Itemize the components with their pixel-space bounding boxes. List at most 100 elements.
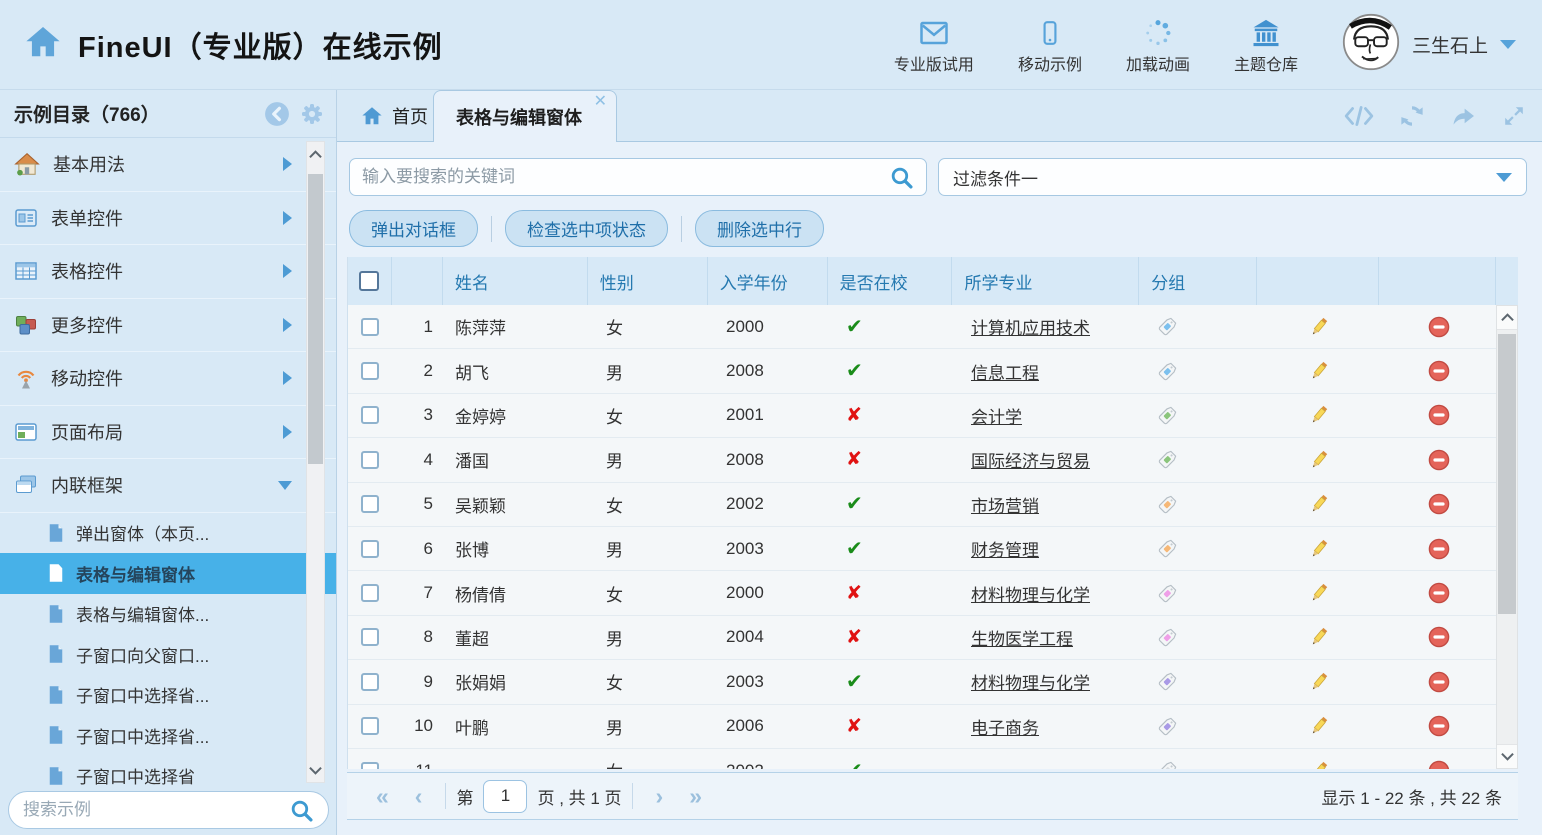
- row-checkbox[interactable]: [361, 672, 379, 691]
- major-link[interactable]: 市场营销: [971, 496, 1039, 516]
- delete-icon[interactable]: [1427, 492, 1451, 516]
- grid-scrollbar-thumb[interactable]: [1498, 334, 1516, 614]
- edit-pencil-icon[interactable]: [1307, 714, 1331, 738]
- last-page-button[interactable]: »: [689, 782, 703, 809]
- sidebar-scrollbar-thumb[interactable]: [308, 174, 323, 464]
- sidebar-sub-item[interactable]: 表格与编辑窗体...: [0, 594, 336, 635]
- grid-scrollbar[interactable]: [1496, 305, 1518, 769]
- sidebar-search-input[interactable]: [23, 800, 289, 820]
- col-enrolled[interactable]: 是否在校: [828, 257, 953, 305]
- select-all-checkbox[interactable]: [359, 271, 380, 291]
- sidebar-sub-item[interactable]: 子窗口向父窗口...: [0, 634, 336, 675]
- scroll-up-icon[interactable]: [1497, 306, 1517, 330]
- sidebar-sub-item[interactable]: 弹出窗体（本页...: [0, 513, 336, 554]
- edit-pencil-icon[interactable]: [1307, 403, 1331, 427]
- tag-icon[interactable]: [1156, 315, 1179, 338]
- tab-home[interactable]: 首页: [347, 90, 442, 142]
- user-menu[interactable]: 三生石上: [1342, 13, 1516, 76]
- row-checkbox[interactable]: [361, 406, 379, 425]
- row-checkbox[interactable]: [361, 717, 379, 736]
- refresh-icon[interactable]: [1399, 103, 1425, 129]
- edit-pencil-icon[interactable]: [1307, 492, 1331, 516]
- major-link[interactable]: 国际经济与贸易: [971, 452, 1090, 472]
- gear-icon[interactable]: [300, 102, 324, 126]
- tag-icon[interactable]: [1156, 582, 1179, 605]
- sidebar-group-item[interactable]: 基本用法: [0, 138, 336, 192]
- row-checkbox[interactable]: [361, 628, 379, 647]
- keyword-search-input[interactable]: [362, 167, 889, 187]
- row-checkbox[interactable]: [361, 317, 379, 336]
- scroll-down-icon[interactable]: [307, 760, 324, 780]
- tag-icon[interactable]: [1156, 670, 1179, 693]
- view-source-icon[interactable]: [1344, 105, 1374, 127]
- delete-icon[interactable]: [1427, 403, 1451, 427]
- major-link[interactable]: 会计学: [971, 407, 1022, 427]
- prev-page-button[interactable]: ‹: [414, 782, 423, 809]
- tab-active[interactable]: 表格与编辑窗体 ✕: [433, 90, 617, 143]
- search-icon[interactable]: [889, 165, 914, 190]
- sidebar-group-item[interactable]: 页面布局: [0, 406, 336, 459]
- major-link[interactable]: 信息工程: [971, 363, 1039, 383]
- filter-dropdown[interactable]: 过滤条件一: [938, 158, 1527, 196]
- delete-icon[interactable]: [1427, 714, 1451, 738]
- col-year[interactable]: 入学年份: [708, 257, 828, 305]
- delete-icon[interactable]: [1427, 448, 1451, 472]
- sidebar-collapse-icon[interactable]: [264, 101, 290, 127]
- scroll-up-icon[interactable]: [307, 144, 324, 164]
- toolbar-button[interactable]: 弹出对话框: [349, 210, 478, 247]
- major-link[interactable]: 生物医学工程: [971, 629, 1073, 649]
- row-checkbox[interactable]: [361, 584, 379, 603]
- page-number-input[interactable]: [483, 779, 528, 813]
- sidebar-sub-item[interactable]: 子窗口中选择省...: [0, 675, 336, 716]
- col-major[interactable]: 所学专业: [952, 257, 1140, 305]
- toolbar-button[interactable]: 检查选中项状态: [505, 210, 668, 247]
- sidebar-group-item[interactable]: 移动控件: [0, 352, 336, 406]
- next-page-button[interactable]: ›: [655, 782, 664, 809]
- col-name[interactable]: 姓名: [443, 257, 588, 305]
- search-icon[interactable]: [289, 798, 314, 823]
- header-nav-item[interactable]: 主题仓库: [1234, 14, 1298, 75]
- row-checkbox[interactable]: [361, 495, 379, 514]
- major-link[interactable]: 材料物理与化学: [971, 585, 1090, 605]
- delete-icon[interactable]: [1427, 625, 1451, 649]
- tag-icon[interactable]: [1156, 626, 1179, 649]
- col-group[interactable]: 分组: [1139, 257, 1258, 305]
- edit-pencil-icon[interactable]: [1307, 448, 1331, 472]
- scroll-down-icon[interactable]: [1497, 744, 1517, 768]
- sidebar-group-item[interactable]: 更多控件: [0, 299, 336, 352]
- share-icon[interactable]: [1450, 103, 1477, 130]
- sidebar-sub-item[interactable]: 表格与编辑窗体: [0, 553, 336, 594]
- delete-icon[interactable]: [1427, 581, 1451, 605]
- header-nav-item[interactable]: 加载动画: [1126, 14, 1190, 75]
- row-checkbox[interactable]: [361, 539, 379, 558]
- tag-icon[interactable]: [1156, 715, 1179, 738]
- major-link[interactable]: 材料物理与化学: [971, 674, 1090, 694]
- tag-icon[interactable]: [1156, 759, 1179, 769]
- header-nav-item[interactable]: 专业版试用: [894, 14, 974, 75]
- row-checkbox[interactable]: [361, 362, 379, 381]
- major-link[interactable]: 电子商务: [971, 718, 1039, 738]
- tag-icon[interactable]: [1156, 537, 1179, 560]
- major-link[interactable]: 财务管理: [971, 541, 1039, 561]
- edit-pencil-icon[interactable]: [1307, 625, 1331, 649]
- edit-pencil-icon[interactable]: [1307, 670, 1331, 694]
- tab-close-icon[interactable]: ✕: [593, 93, 607, 110]
- major-link[interactable]: 计算机应用技术: [971, 319, 1090, 339]
- delete-icon[interactable]: [1427, 759, 1451, 769]
- row-checkbox[interactable]: [361, 450, 379, 469]
- sidebar-scrollbar[interactable]: [306, 141, 325, 783]
- tag-icon[interactable]: [1156, 404, 1179, 427]
- sidebar-sub-item[interactable]: 子窗口中选择省: [0, 756, 336, 789]
- edit-pencil-icon[interactable]: [1307, 581, 1331, 605]
- expand-icon[interactable]: [1502, 104, 1526, 128]
- sidebar-group-item[interactable]: 表单控件: [0, 192, 336, 245]
- tag-icon[interactable]: [1156, 360, 1179, 383]
- edit-pencil-icon[interactable]: [1307, 759, 1331, 769]
- sidebar-sub-item[interactable]: 子窗口中选择省...: [0, 715, 336, 756]
- row-checkbox[interactable]: [361, 761, 379, 769]
- tag-icon[interactable]: [1156, 448, 1179, 471]
- edit-pencil-icon[interactable]: [1307, 315, 1331, 339]
- delete-icon[interactable]: [1427, 670, 1451, 694]
- delete-icon[interactable]: [1427, 537, 1451, 561]
- col-gender[interactable]: 性别: [588, 257, 708, 305]
